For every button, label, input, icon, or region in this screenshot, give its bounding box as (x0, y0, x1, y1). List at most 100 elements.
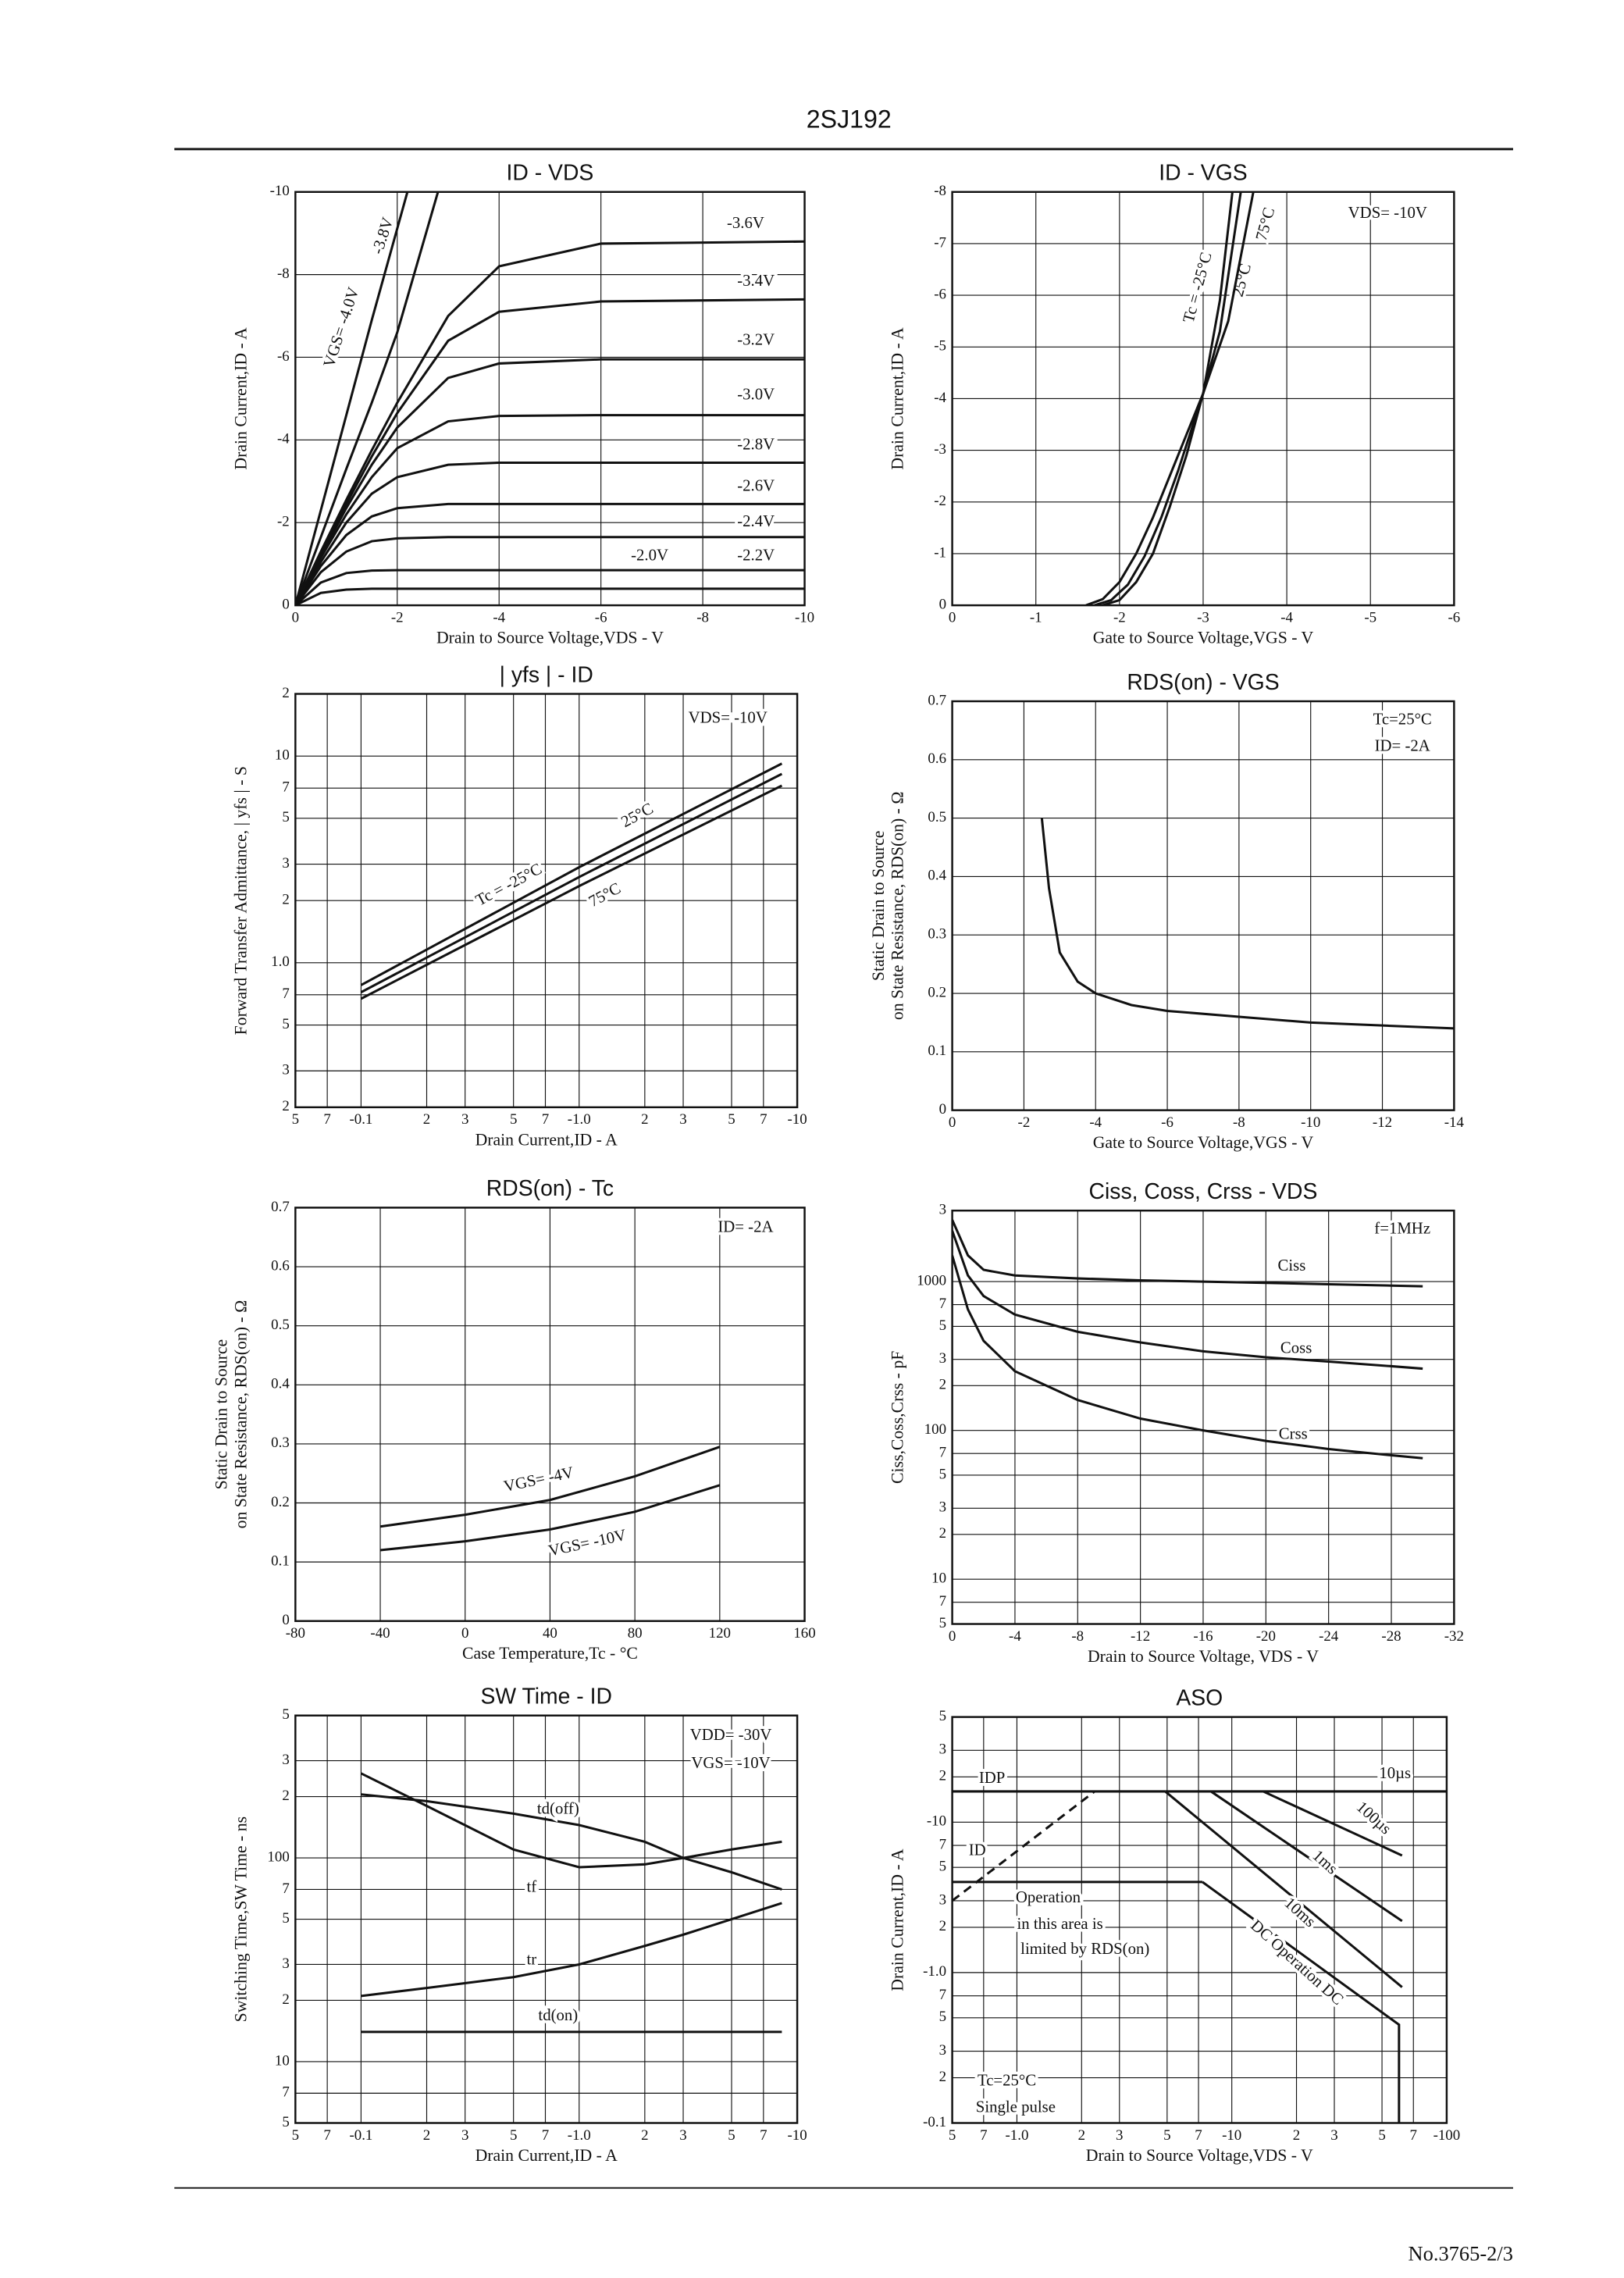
series-label: -2.2V (737, 546, 775, 564)
y-tick-label: 0 (939, 596, 946, 612)
x-tick-label: -2 (1018, 1114, 1031, 1131)
curve (361, 1902, 782, 1998)
y-tick-label: 0.7 (928, 692, 946, 708)
annotation: Tc=25°C (1373, 710, 1432, 728)
x-tick-label: 5 (728, 2127, 735, 2144)
x-tick-label: 5 (292, 2127, 299, 2144)
x-tick-label: 7 (1195, 2127, 1202, 2144)
x-tick-label: 160 (793, 1625, 815, 1642)
x-tick-label: -8 (696, 609, 709, 626)
curve (360, 784, 783, 1000)
part-number: 2SJ192 (807, 105, 892, 134)
y-tick-label: 1.0 (271, 954, 290, 970)
x-tick-label: 5 (728, 1111, 735, 1128)
curve (295, 240, 805, 606)
y-tick-label: 2 (282, 685, 289, 701)
y-tick-label: 3 (939, 1741, 946, 1758)
x-tick-label: -6 (1448, 609, 1460, 626)
x-tick-label: -8 (1071, 1628, 1084, 1645)
y-tick-label: 3 (282, 1752, 289, 1768)
x-axis-label: Drain to Source Voltage,VDS - V (436, 629, 664, 647)
chart: Ciss, Coss, Crss - VDS 0 -4 -8 -12 -16 -20 -24 -… (889, 1179, 1464, 1666)
y-tick-label: 0 (282, 596, 289, 612)
y-tick-label: 0.5 (928, 809, 946, 825)
curve (295, 298, 805, 606)
x-tick-label: 7 (760, 1111, 767, 1128)
y-tick-label: 5 (939, 1615, 946, 1631)
y-tick-label: -1 (934, 544, 946, 561)
x-tick-label: 7 (323, 1111, 330, 1128)
x-tick-label: 5 (510, 1111, 517, 1128)
x-tick-label: -24 (1319, 1628, 1339, 1645)
x-tick-label: 2 (423, 2127, 430, 2144)
y-tick-label: -7 (934, 234, 946, 251)
y-tick-label: -1.0 (923, 1963, 946, 1980)
plot-frame (951, 1209, 1455, 1625)
y-tick-label: 2 (939, 1377, 946, 1393)
y-axis-label: Static Drain to Source (212, 1339, 231, 1490)
curve (360, 772, 783, 993)
y-tick-label: 10 (931, 1570, 946, 1587)
y-tick-label: 7 (939, 1593, 946, 1610)
x-tick-label: 5 (1163, 2127, 1170, 2144)
chart-title: Ciss, Coss, Crss - VDS (1089, 1179, 1318, 1204)
x-tick-label: -1 (1030, 609, 1042, 626)
y-tick-label: 0.3 (271, 1435, 290, 1451)
y-tick-label: 0.3 (928, 926, 946, 943)
x-tick-label: 80 (628, 1625, 643, 1642)
curve (952, 1219, 1423, 1288)
curve (295, 587, 805, 606)
chart: RDS(on) - VGS 0 -2 -4 -6 -8 -10 -12 -14 0 0.1 0.2 0.… (869, 670, 1465, 1152)
y-tick-label: 100 (924, 1421, 946, 1438)
y-tick-label: 7 (282, 2084, 289, 2101)
curve (295, 461, 805, 606)
x-tick-label: -32 (1444, 1628, 1464, 1645)
curve (1094, 191, 1242, 606)
x-tick-label: 2 (1078, 2127, 1085, 2144)
annotation: VDS= -10V (689, 708, 767, 726)
series-label: Coss (1280, 1339, 1312, 1357)
x-tick-label: 0 (949, 609, 956, 626)
y-axis-label: Drain Current,ID - A (889, 327, 907, 470)
curve (379, 1446, 721, 1528)
x-tick-label: 0 (949, 1628, 956, 1645)
x-tick-label: -20 (1256, 1628, 1276, 1645)
x-tick-label: -10 (795, 609, 814, 626)
x-tick-label: -6 (1161, 1114, 1173, 1131)
annotation: ID= -2A (1375, 736, 1430, 754)
y-tick-label: -2 (277, 514, 290, 530)
y-tick-label: -8 (934, 183, 946, 199)
y-tick-label: 2 (939, 1525, 946, 1542)
y-axis-label: Static Drain to Source (869, 831, 888, 982)
y-tick-label: 2 (282, 892, 289, 908)
y-tick-label: -8 (277, 266, 290, 282)
x-tick-label: 0 (461, 1625, 468, 1642)
curve (1263, 1790, 1403, 1857)
x-axis-label: Case Temperature,Tc - °C (462, 1644, 638, 1663)
curve (295, 358, 805, 606)
x-axis-label: Drain to Source Voltage, VDS - V (1088, 1647, 1319, 1666)
chart-title: ID - VDS (507, 161, 594, 186)
x-tick-label: 120 (709, 1625, 731, 1642)
y-tick-label: 3 (282, 855, 289, 872)
y-tick-label: 10 (275, 2052, 290, 2069)
y-tick-label: 2 (939, 1918, 946, 1934)
curve (952, 1790, 1095, 1902)
x-tick-label: -28 (1381, 1628, 1401, 1645)
curve (952, 1230, 1423, 1371)
y-tick-label: 0.7 (271, 1199, 290, 1215)
series-label: td(on) (538, 2006, 578, 2024)
series-label: 10µs (1379, 1764, 1411, 1782)
x-tick-label: -1.0 (1005, 2127, 1028, 2144)
y-axis-label: Drain Current,ID - A (889, 1848, 907, 1991)
y-tick-label: 0.1 (928, 1043, 946, 1059)
x-tick-label: -1.0 (568, 2127, 591, 2144)
y-tick-label: 0 (939, 1101, 946, 1118)
curve (361, 1793, 782, 1891)
x-tick-label: 2 (641, 1111, 648, 1128)
x-tick-label: -10 (1301, 1114, 1320, 1131)
y-tick-label: 5 (282, 1910, 289, 1927)
curve (295, 502, 805, 606)
y-tick-label: 2 (282, 1098, 289, 1114)
